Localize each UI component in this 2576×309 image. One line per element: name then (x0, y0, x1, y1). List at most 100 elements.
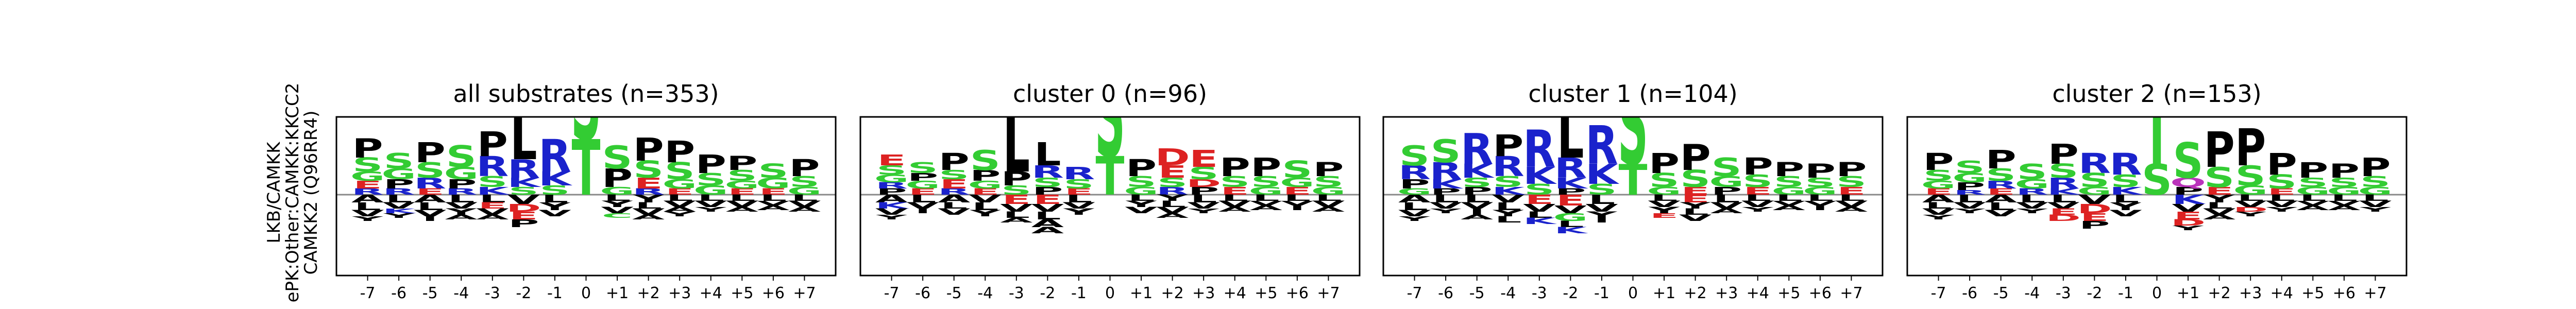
x-tick-label: -3 (485, 284, 500, 302)
letter-+5-down-0: L (728, 193, 755, 203)
letter--6-up-1: P (383, 177, 414, 192)
letter-+4-up-0: E (2267, 187, 2296, 197)
panel-frame (1906, 116, 2408, 277)
letter-+3-down-1: V (1187, 201, 1220, 211)
x-tick-label: -1 (547, 284, 563, 302)
letter--1-down-1: V (1585, 202, 1618, 214)
letter--2-down-2: G (1553, 211, 1588, 224)
letter--4-up-1: P (446, 177, 477, 192)
letter-+2-down-3: A (2203, 214, 2236, 221)
x-tick-label: +7 (793, 284, 816, 302)
letter--1-up-0: S (1586, 181, 1617, 198)
letter-+3-up-3: E (1189, 145, 1218, 173)
letter-+3-down-0: L (666, 193, 693, 203)
letter-+5-up-2: P (2297, 159, 2328, 183)
x-tick-label: 0 (1628, 284, 1638, 302)
letter--7-down-3: Y (352, 215, 384, 222)
letter--3-down-1: V (2047, 201, 2080, 211)
letter--1-up-2: R (1062, 163, 1095, 183)
letter--7-down-0: A (875, 193, 908, 205)
letter--6-up-3: S (384, 149, 414, 174)
letter-+6-down-0: L (1807, 193, 1834, 203)
letter--3-down-1: V (1000, 202, 1032, 214)
x-tick-label: -4 (977, 284, 993, 302)
letter-+2-down-0: Y (633, 193, 665, 205)
letter--7-down-2: V (1398, 209, 1431, 218)
letter--1-down-2: V (538, 209, 571, 218)
letter--7-up-3: P (1923, 148, 1954, 176)
letter--1-up-0: E (1064, 187, 1093, 197)
letter-+5-up-3: P (726, 152, 757, 175)
letter--4-down-0: V (1492, 193, 1524, 205)
letter-+4-down-0: L (698, 193, 724, 203)
x-tick-label: +4 (2270, 284, 2293, 302)
letter-+5-down-2: A (726, 206, 759, 213)
letter-+5-up-0: E (727, 187, 756, 197)
letter--7-down-0: A (351, 193, 384, 205)
letter-+1-up-0: P (2173, 185, 2204, 197)
letter--3-down-2: E (2049, 207, 2078, 217)
letter-+1-down-2: E (2174, 210, 2202, 222)
letter-+7-down-1: V (1312, 199, 1345, 209)
letter--6-down-0: L (909, 193, 936, 205)
letter--1-down-1: V (1062, 201, 1095, 211)
letter-+4-down-0: L (2268, 193, 2295, 203)
x-tick-label: +6 (1286, 284, 1309, 302)
letter-+7-up-1: S (789, 174, 820, 191)
letter--7-up-1: G (1921, 179, 1956, 191)
letter--7-down-2: V (1922, 207, 1955, 217)
letter-+1-down-0: L (604, 193, 631, 203)
letter-+4-up-1: S (1219, 174, 1250, 191)
letter--7-down-0: A (1398, 193, 1431, 205)
letter--6-up-0: E (908, 187, 937, 197)
letter-+5-down-2: A (2297, 204, 2330, 212)
letter--1-down-0: L (1065, 193, 1092, 205)
letter--1-up-0: K (2109, 185, 2144, 197)
letter-+5-up-0: G (1772, 185, 1806, 197)
letter--7-down-3: Y (1399, 215, 1431, 222)
letter-+2-down-2: V (2203, 207, 2236, 217)
x-tick-label: -1 (1071, 284, 1087, 302)
letter-+3-down-3: Y (664, 211, 696, 218)
letter-+1-up-0: G (1647, 185, 1681, 197)
letter-+4-up-0: E (1221, 185, 1249, 197)
letter--2-up-3: L (1557, 99, 1584, 173)
letter-+1-up-2: S (2173, 132, 2204, 189)
letter--2-up-0: S (509, 185, 539, 197)
x-tick-label: +2 (637, 284, 660, 302)
letter--7-up-0: G (1397, 187, 1432, 197)
x-tick-label: +1 (606, 284, 629, 302)
letter--6-down-2: Y (1954, 208, 1986, 215)
letter-+5-up-0: G (1249, 185, 1283, 197)
letter--2-up-3: L (510, 106, 537, 174)
letter--7-down-0: A (1922, 193, 1955, 205)
logo-letters: REGSPALVYRPGSLVKYERSPALVIRPGSLVYAKSRPLEV… (350, 106, 822, 230)
letter-+2-up-2: P (2204, 122, 2235, 178)
x-tick-label: +6 (762, 284, 785, 302)
letter-+6-up-1: G (1280, 176, 1314, 191)
letter-+7-up-2: P (1313, 159, 1344, 181)
letter-+5-up-2: P (1250, 152, 1281, 182)
x-tick-label: -3 (1009, 284, 1024, 302)
letter--4-up-2: P (970, 167, 1001, 184)
letter-+7-up-0: G (2358, 185, 2393, 197)
letter-+2-up-3: D (1155, 144, 1190, 171)
letter--5-up-2: S (1986, 165, 2016, 184)
logo-letters: PRGSEAKVYEGPSLVIRESPALVEGPSVLYSPLEVLAPSR… (874, 117, 1346, 235)
x-tick-label: +2 (2208, 284, 2231, 302)
letter--5-up-0: E (1987, 187, 2015, 197)
letter--6-down-0: L (1432, 193, 1459, 205)
x-tick-label: +2 (1684, 284, 1707, 302)
letter--6-down-1: V (1953, 201, 1986, 211)
letter--6-up-2: G (381, 166, 416, 183)
letter-+3-down-2: Y (1188, 208, 1219, 215)
letter--2-down-4: A (1031, 226, 1064, 235)
letter--3-up-3: P (2048, 139, 2079, 170)
letter-+2-up-1: S (1157, 176, 1188, 191)
panel-title: cluster 0 (n=96) (1013, 80, 1207, 108)
letter--5-up-1: S (1462, 176, 1492, 191)
letter--2-up-2: R (1554, 152, 1587, 184)
letter--3-down-3: D (2046, 213, 2081, 223)
letter--1-up-1: S (2110, 171, 2141, 191)
letter--1-down-3: I (1594, 217, 1609, 224)
